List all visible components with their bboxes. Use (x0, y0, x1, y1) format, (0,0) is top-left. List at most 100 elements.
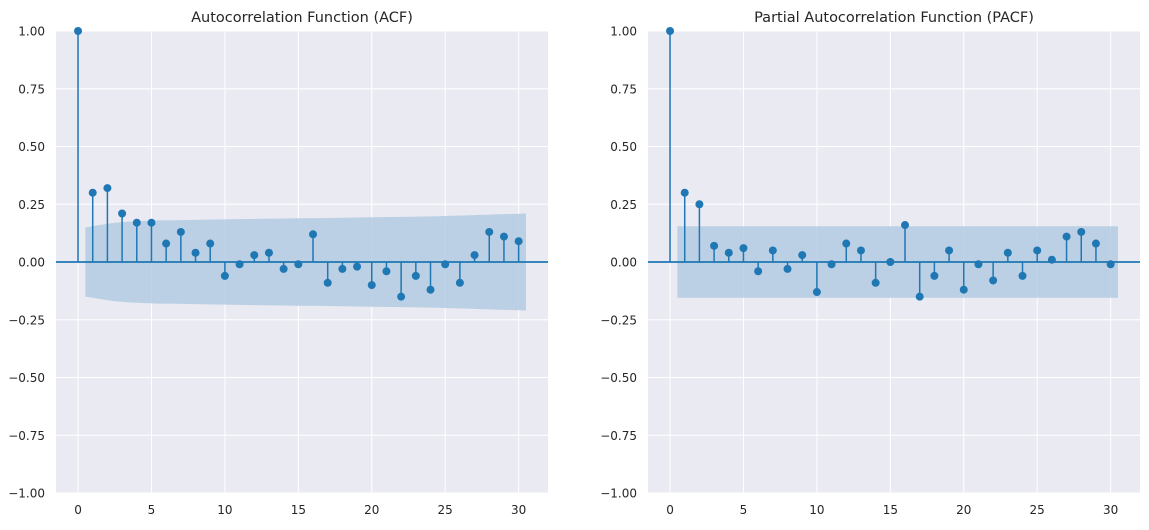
y-tick-label: 0.00 (610, 256, 637, 270)
y-tick-label: −0.50 (600, 371, 637, 385)
x-tick-label: 0 (74, 503, 82, 517)
x-tick-label: 30 (511, 503, 526, 517)
stem-marker (441, 260, 450, 269)
panel-acf: 0 5 10 15 20 25 30 −1.00 −0.75 −0.50 −0.25 0.00 0.25… (8, 10, 548, 517)
stem-marker (353, 262, 362, 271)
stem-marker (871, 278, 880, 287)
y-tick-label: 1.00 (610, 25, 637, 39)
stem-marker (1062, 232, 1071, 241)
chart-title: Autocorrelation Function (ACF) (191, 10, 413, 26)
stem-marker (499, 232, 508, 241)
stem-marker (680, 188, 689, 197)
x-tick-label: 5 (740, 503, 748, 517)
stem-marker (1033, 246, 1042, 255)
stem-marker (88, 188, 97, 197)
stem-marker (724, 248, 733, 257)
stem-marker (426, 285, 435, 294)
y-tick-label: −1.00 (600, 487, 637, 501)
y-tick-label: −0.75 (8, 429, 45, 443)
y-tick-label: 0.50 (18, 140, 45, 154)
stem-marker (206, 239, 215, 248)
x-tick-label: 25 (438, 503, 453, 517)
stem-marker (220, 271, 229, 280)
stem-marker (397, 292, 406, 301)
y-tick-label: 0.50 (610, 140, 637, 154)
stem-marker (842, 239, 851, 248)
stem-marker (666, 27, 675, 35)
stem-marker (1091, 239, 1100, 248)
stem-marker (768, 246, 777, 255)
stem-marker (309, 230, 318, 239)
stem-marker (783, 264, 792, 273)
stem-marker (1047, 255, 1056, 264)
y-tick-label: 0.25 (18, 198, 45, 212)
stem-marker (886, 258, 895, 266)
x-tick-label: 20 (364, 503, 379, 517)
y-tick-label: −0.25 (600, 313, 637, 327)
stem-marker (294, 260, 303, 269)
x-tick-label: 10 (809, 503, 824, 517)
stem-marker (945, 246, 954, 255)
stem-marker (250, 251, 259, 260)
stem-marker (915, 292, 924, 301)
stem-marker (856, 246, 865, 255)
stem-marker (411, 271, 420, 280)
y-tick-label: −0.25 (8, 313, 45, 327)
stem-marker (176, 227, 185, 236)
stem-marker (695, 200, 704, 209)
stem-marker (798, 251, 807, 260)
y-tick-label: 0.00 (18, 256, 45, 270)
stem-marker (235, 260, 244, 269)
stem-marker (74, 27, 83, 35)
stem-marker (930, 271, 939, 280)
stem-marker (132, 218, 141, 227)
stem-marker (323, 278, 332, 287)
stem-marker (1018, 271, 1027, 280)
stem-marker (367, 281, 376, 290)
stem-marker (162, 239, 171, 248)
stem-marker (191, 248, 200, 257)
x-tick-label: 30 (1103, 503, 1118, 517)
y-tick-label: 1.00 (18, 25, 45, 39)
x-tick-label: 0 (666, 503, 674, 517)
y-tick-label: 0.75 (18, 82, 45, 96)
stem-marker (1077, 227, 1086, 236)
stem-marker (1106, 260, 1115, 269)
y-tick-label: −1.00 (8, 487, 45, 501)
stem-marker (382, 267, 391, 276)
stem-marker (264, 248, 273, 257)
x-tick-label: 20 (956, 503, 971, 517)
stem-marker (279, 264, 288, 273)
stem-marker (470, 251, 479, 260)
stem-marker (103, 184, 112, 193)
y-tick-label: −0.75 (600, 429, 637, 443)
stem-marker (974, 260, 983, 269)
stem-marker (118, 209, 127, 218)
stem-marker (514, 237, 523, 246)
stem-marker (812, 288, 821, 297)
stem-marker (754, 267, 763, 276)
x-tick-label: 10 (217, 503, 232, 517)
stem-marker (338, 264, 347, 273)
stem-marker (455, 278, 464, 287)
stem-marker (1003, 248, 1012, 257)
stem-marker (901, 221, 910, 230)
stem-marker (147, 218, 156, 227)
y-tick-label: −0.50 (8, 371, 45, 385)
chart-title: Partial Autocorrelation Function (PACF) (754, 10, 1034, 26)
panel-pacf: 0 5 10 15 20 25 30 −1.00 −0.75 −0.50 −0.25 0.00 0.25… (600, 10, 1140, 517)
stem-marker (827, 260, 836, 269)
stem-marker (739, 244, 748, 253)
x-tick-label: 5 (148, 503, 156, 517)
x-tick-label: 15 (291, 503, 306, 517)
stem-marker (959, 285, 968, 294)
x-tick-label: 15 (883, 503, 898, 517)
stem-marker (485, 227, 494, 236)
y-tick-label: 0.25 (610, 198, 637, 212)
stem-marker (989, 276, 998, 285)
y-tick-label: 0.75 (610, 82, 637, 96)
stem-marker (710, 241, 719, 250)
x-tick-label: 25 (1030, 503, 1045, 517)
